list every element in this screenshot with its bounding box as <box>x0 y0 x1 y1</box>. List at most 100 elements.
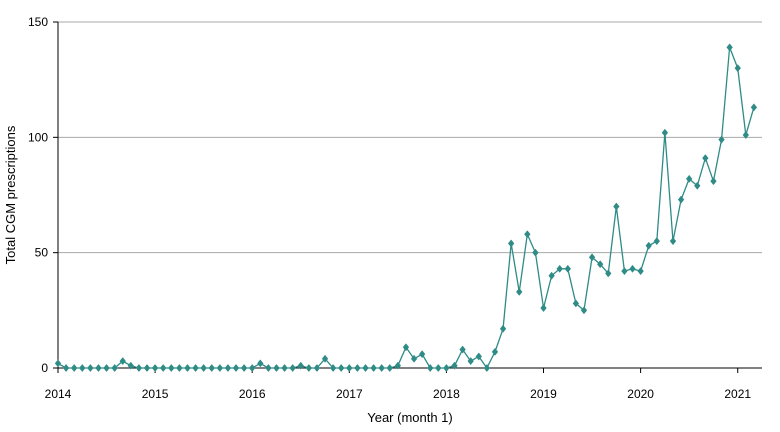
data-point <box>62 363 70 373</box>
data-point <box>629 264 636 273</box>
data-point <box>435 363 442 373</box>
x-tick-label: 2017 <box>336 387 363 401</box>
data-point <box>596 260 604 269</box>
data-point <box>289 363 296 373</box>
x-tick-label: 2020 <box>627 387 654 401</box>
data-point <box>734 64 741 73</box>
data-point <box>637 267 644 276</box>
data-point <box>200 363 207 373</box>
data-point <box>257 359 264 368</box>
data-series <box>54 43 758 373</box>
data-point <box>427 363 434 373</box>
data-point <box>224 363 232 373</box>
data-point <box>418 350 426 359</box>
data-point <box>168 363 175 373</box>
data-point <box>240 363 248 373</box>
data-point <box>661 128 669 137</box>
data-point <box>79 363 86 373</box>
data-point <box>321 354 329 363</box>
data-point <box>119 357 126 366</box>
data-point <box>710 177 717 186</box>
data-point <box>605 269 612 278</box>
data-point <box>702 154 709 163</box>
data-point <box>176 363 183 373</box>
data-point <box>265 363 272 373</box>
data-point <box>273 363 280 373</box>
data-point <box>718 135 725 144</box>
data-point <box>556 264 563 273</box>
data-point <box>216 363 224 373</box>
data-point <box>491 347 499 356</box>
data-point <box>750 103 758 112</box>
data-point <box>232 363 240 373</box>
data-point <box>192 363 199 373</box>
data-point <box>459 345 466 354</box>
data-point <box>313 363 321 373</box>
x-tick-labels: 2014 2015 2016 2017 2018 2019 2020 2021 <box>45 368 751 401</box>
data-point <box>297 361 304 370</box>
data-point <box>548 271 555 280</box>
data-point <box>143 363 151 373</box>
data-point <box>685 174 693 183</box>
data-point <box>394 361 402 370</box>
x-tick-label: 2015 <box>142 387 169 401</box>
data-point <box>645 241 652 250</box>
series-line <box>57 46 755 369</box>
data-point <box>70 363 78 373</box>
data-point <box>354 363 361 373</box>
data-point <box>208 363 215 373</box>
data-point <box>467 357 474 366</box>
data-point <box>742 131 750 140</box>
data-point <box>507 239 515 248</box>
y-tick-label: 150 <box>28 15 48 29</box>
x-tick-label: 2018 <box>433 387 460 401</box>
data-point <box>694 181 701 190</box>
data-point <box>669 237 677 246</box>
gridlines <box>58 21 762 254</box>
axes <box>57 22 762 369</box>
data-point <box>386 363 393 373</box>
data-point <box>362 363 369 373</box>
y-tick-label: 100 <box>28 130 48 144</box>
data-point <box>532 248 539 257</box>
data-point <box>499 324 507 333</box>
data-point <box>103 363 110 373</box>
y-tick-label: 0 <box>41 361 48 375</box>
data-point <box>127 361 135 370</box>
data-point <box>135 363 143 373</box>
data-point <box>677 195 685 204</box>
data-point <box>726 43 733 52</box>
data-point <box>346 363 353 373</box>
data-point <box>184 363 191 373</box>
data-point <box>613 202 620 211</box>
y-axis-label: Total CGM prescriptions <box>3 125 18 264</box>
data-point <box>621 267 628 276</box>
y-tick-label: 50 <box>35 246 49 260</box>
data-point <box>281 363 288 373</box>
data-point <box>87 363 94 373</box>
x-tick-label: 2021 <box>724 387 751 401</box>
data-point <box>516 287 523 296</box>
data-point <box>249 363 256 373</box>
data-point <box>410 354 418 363</box>
data-point <box>451 361 458 370</box>
x-tick-label: 2016 <box>239 387 266 401</box>
data-point <box>580 306 588 315</box>
x-tick-label: 2014 <box>45 387 72 401</box>
data-point <box>402 343 410 352</box>
data-point <box>370 363 377 373</box>
data-point <box>564 264 571 273</box>
data-point <box>378 363 385 373</box>
data-point <box>329 363 337 373</box>
data-point <box>443 363 450 373</box>
data-point <box>540 304 547 313</box>
data-point <box>95 363 102 373</box>
data-point <box>572 299 580 308</box>
data-point <box>338 363 345 373</box>
data-point <box>151 363 159 373</box>
data-point <box>475 352 482 361</box>
x-axis-label: Year (month 1) <box>367 410 453 425</box>
data-point <box>483 363 491 373</box>
data-point <box>111 363 118 373</box>
